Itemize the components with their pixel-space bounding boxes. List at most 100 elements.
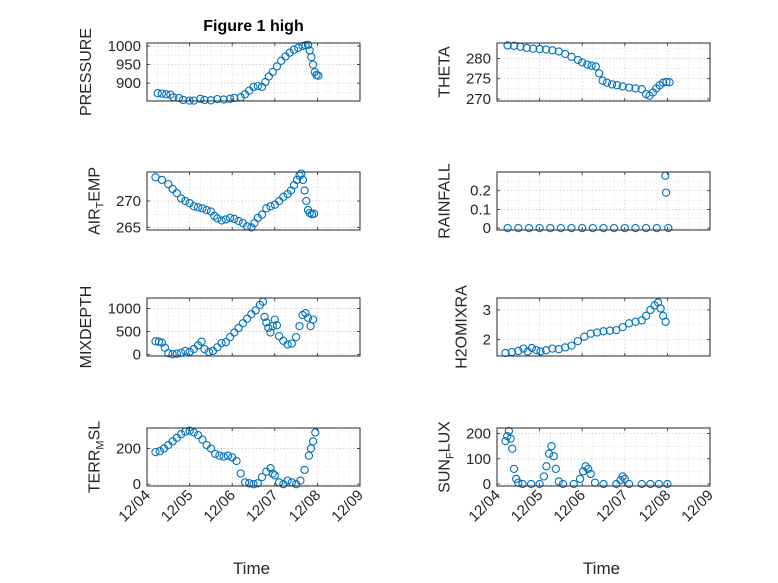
data-point	[637, 479, 646, 489]
data-point	[661, 317, 670, 326]
data-point	[558, 479, 568, 489]
subplot-rainfall: 0 0.10.2 RAINFALL	[437, 163, 711, 239]
data-point	[242, 314, 252, 323]
y-axis-label: THETA	[437, 46, 454, 98]
data-point	[200, 95, 209, 105]
data-point	[185, 426, 194, 435]
data-point	[274, 332, 284, 341]
data-point	[581, 462, 590, 471]
y-tick-label: 100	[466, 451, 491, 468]
data-point	[303, 313, 313, 322]
y-tick-label: 275	[466, 71, 491, 88]
data-point	[245, 479, 254, 488]
data-point	[268, 469, 277, 478]
data-point	[249, 480, 258, 489]
data-point	[279, 192, 288, 201]
data-point	[223, 451, 233, 460]
data-point	[253, 81, 262, 91]
data-point	[289, 45, 299, 54]
data-point	[283, 476, 292, 485]
data-point	[230, 214, 239, 224]
data-point	[262, 204, 271, 213]
data-point	[230, 93, 239, 103]
data-point	[535, 479, 544, 489]
data-point	[308, 60, 318, 69]
data-point	[157, 175, 167, 185]
data-point	[309, 209, 319, 218]
data-point	[607, 80, 617, 89]
y-tick-label: 3	[483, 302, 491, 319]
data-point	[631, 317, 640, 326]
data-point	[221, 215, 230, 224]
data-point	[518, 479, 527, 489]
y-tick-label: 200	[116, 441, 141, 458]
data-point	[598, 76, 607, 85]
y-axis-label: TERRMSL	[87, 421, 107, 493]
x-tick-label: 12/07	[243, 487, 282, 526]
data-point	[200, 344, 209, 354]
data-point	[514, 223, 523, 233]
data-point	[599, 223, 608, 233]
data-point	[189, 428, 199, 437]
axes-frame	[496, 42, 711, 102]
data-point	[646, 479, 655, 489]
data-point	[509, 464, 519, 474]
data-point	[665, 78, 674, 87]
y-axis-label: PRESSURE	[78, 28, 95, 116]
data-point	[544, 449, 554, 458]
subplot-mixdepth: 0 500 1000 MIXDEPTH	[78, 286, 361, 368]
data-point	[569, 479, 578, 489]
data-point	[260, 312, 269, 322]
axes-frame	[146, 427, 361, 487]
data-point	[652, 223, 661, 233]
data-point	[573, 336, 583, 346]
data-point	[295, 321, 304, 331]
data-point	[302, 196, 311, 206]
data-point	[620, 474, 629, 484]
data-point	[503, 223, 512, 233]
data-point	[587, 61, 596, 70]
y-axis-label: SUNFLUX	[437, 421, 457, 493]
data-point	[549, 452, 558, 461]
data-point	[247, 223, 256, 232]
data-point	[527, 343, 537, 353]
data-point	[176, 194, 186, 203]
subplot-theta: 270 275 280 THETA	[437, 41, 711, 108]
y-tick-label: 1000	[108, 301, 141, 318]
data-point	[612, 81, 622, 90]
axes-frame	[496, 427, 711, 487]
data-point	[548, 344, 557, 353]
data-point	[236, 469, 245, 478]
data-point	[221, 338, 230, 347]
data-point	[524, 223, 534, 233]
y-tick-label: 900	[116, 75, 141, 92]
y-tick-label: 0	[483, 220, 491, 237]
data-point	[605, 326, 615, 335]
data-point	[641, 223, 651, 233]
data-point	[277, 56, 286, 65]
data-point	[253, 479, 262, 488]
data-point	[618, 322, 627, 332]
y-tick-label: 265	[116, 219, 141, 236]
data-point	[547, 442, 556, 451]
x-tick-label: 12/05	[158, 487, 197, 526]
data-point	[266, 202, 275, 211]
data-point	[213, 214, 222, 223]
data-point	[157, 89, 167, 98]
data-point	[174, 93, 184, 103]
data-point	[262, 318, 271, 327]
axes-frame	[496, 297, 711, 357]
data-point	[536, 347, 545, 356]
y-tick-label: 270	[466, 91, 491, 108]
data-point	[230, 328, 239, 337]
data-point	[554, 477, 563, 486]
data-point	[164, 349, 173, 358]
axes-frame	[496, 171, 711, 231]
data-point	[287, 339, 296, 348]
data-point	[172, 349, 181, 358]
data-point	[151, 337, 160, 346]
data-point	[663, 479, 672, 489]
data-point	[584, 464, 593, 474]
